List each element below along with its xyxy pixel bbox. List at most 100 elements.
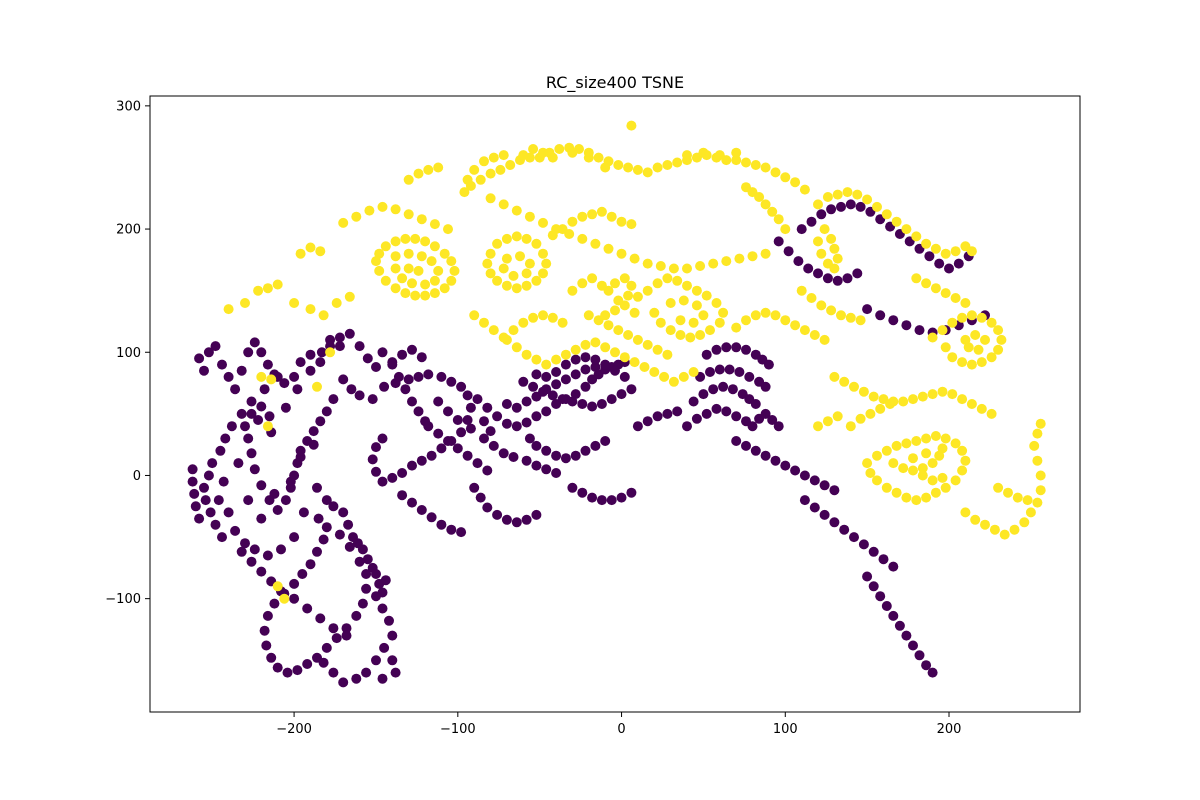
scatter-point (297, 569, 308, 579)
scatter-point (744, 371, 755, 382)
scatter-point (433, 162, 444, 173)
scatter-point (321, 406, 332, 417)
scatter-point (249, 544, 260, 555)
scatter-point (839, 524, 850, 535)
scatter-point (361, 583, 372, 594)
scatter-point (1025, 507, 1036, 518)
scatter-point (482, 258, 493, 269)
scatter-point (580, 352, 591, 363)
scatter-point (845, 312, 856, 323)
scatter-point (429, 275, 440, 286)
scatter-point (780, 224, 791, 235)
scatter-point (429, 219, 440, 230)
scatter-point (289, 470, 300, 481)
scatter-point (888, 458, 899, 469)
scatter-point (577, 233, 588, 244)
scatter-point (901, 438, 912, 449)
scatter-point (203, 470, 214, 481)
scatter-point (207, 458, 218, 469)
scatter-point (868, 391, 879, 402)
scatter-point (806, 293, 817, 303)
scatter-point (908, 465, 918, 476)
scatter-point (570, 450, 581, 461)
scatter-point (891, 440, 902, 451)
scatter-point (292, 665, 303, 676)
scatter-point (230, 384, 241, 395)
scatter-point (262, 421, 273, 432)
scatter-point (796, 224, 807, 235)
scatter-point (538, 248, 548, 259)
scatter-point (377, 673, 388, 684)
scatter-point (845, 199, 856, 210)
scatter-point (986, 352, 997, 363)
scatter-point (806, 216, 817, 227)
scatter-point (819, 224, 830, 235)
scatter-point (921, 660, 932, 671)
scatter-point (302, 659, 313, 669)
scatter-point (262, 550, 273, 561)
scatter-point (957, 312, 968, 323)
scatter-point (328, 667, 339, 678)
scatter-point (872, 201, 882, 212)
scatter-point (318, 534, 329, 545)
scatter-point (560, 374, 571, 385)
scatter-point (705, 367, 715, 377)
scatter-point (187, 464, 198, 475)
scatter-point (538, 147, 548, 158)
scatter-point (891, 487, 902, 498)
scatter-point (577, 487, 588, 498)
scatter-point (282, 667, 293, 678)
scatter-point (312, 482, 322, 493)
scatter-point (570, 354, 581, 365)
scatter-point (626, 384, 637, 395)
scatter-point (315, 613, 326, 624)
scatter-point (436, 371, 447, 382)
scatter-point (921, 238, 932, 249)
scatter-point (937, 386, 948, 397)
scatter-point (390, 251, 401, 262)
scatter-point (950, 246, 961, 257)
x-tick-label: 200 (937, 722, 962, 737)
scatter-point (338, 217, 349, 228)
scatter-point (849, 381, 859, 392)
scatter-point (901, 224, 912, 235)
scatter-point (600, 310, 611, 321)
scatter-point (718, 307, 729, 318)
scatter-point (976, 357, 987, 368)
scatter-point (367, 454, 378, 465)
scatter-point (194, 353, 205, 364)
y-tick-label: 300 (116, 99, 141, 114)
scatter-point (276, 544, 286, 555)
scatter-point (547, 230, 558, 241)
scatter-point (888, 315, 899, 326)
scatter-point (560, 349, 571, 360)
scatter-point (371, 591, 381, 602)
scatter-point (469, 310, 480, 321)
scatter-point (243, 495, 254, 506)
scatter-point (508, 270, 519, 281)
scatter-point (387, 359, 398, 370)
scatter-point (397, 490, 408, 501)
scatter-point (272, 505, 283, 515)
scatter-point (189, 488, 200, 499)
scatter-point (361, 569, 372, 579)
scatter-point (580, 445, 591, 456)
scatter-point (780, 315, 791, 326)
scatter-point (927, 332, 938, 343)
scatter-point (626, 219, 637, 230)
scatter-point (511, 402, 522, 413)
scatter-point (371, 362, 381, 372)
plot-frame (149, 95, 1081, 713)
scatter-point (760, 162, 771, 173)
scatter-point (547, 390, 558, 401)
scatter-point (731, 436, 742, 446)
scatter-point (590, 238, 601, 249)
scatter-point (675, 330, 686, 340)
scatter-point (377, 603, 388, 614)
scatter-point (498, 332, 509, 343)
scatter-point (845, 421, 856, 432)
scatter-point (989, 524, 1000, 535)
scatter-point (688, 396, 699, 407)
scatter-point (695, 330, 706, 340)
scatter-point (986, 408, 997, 419)
